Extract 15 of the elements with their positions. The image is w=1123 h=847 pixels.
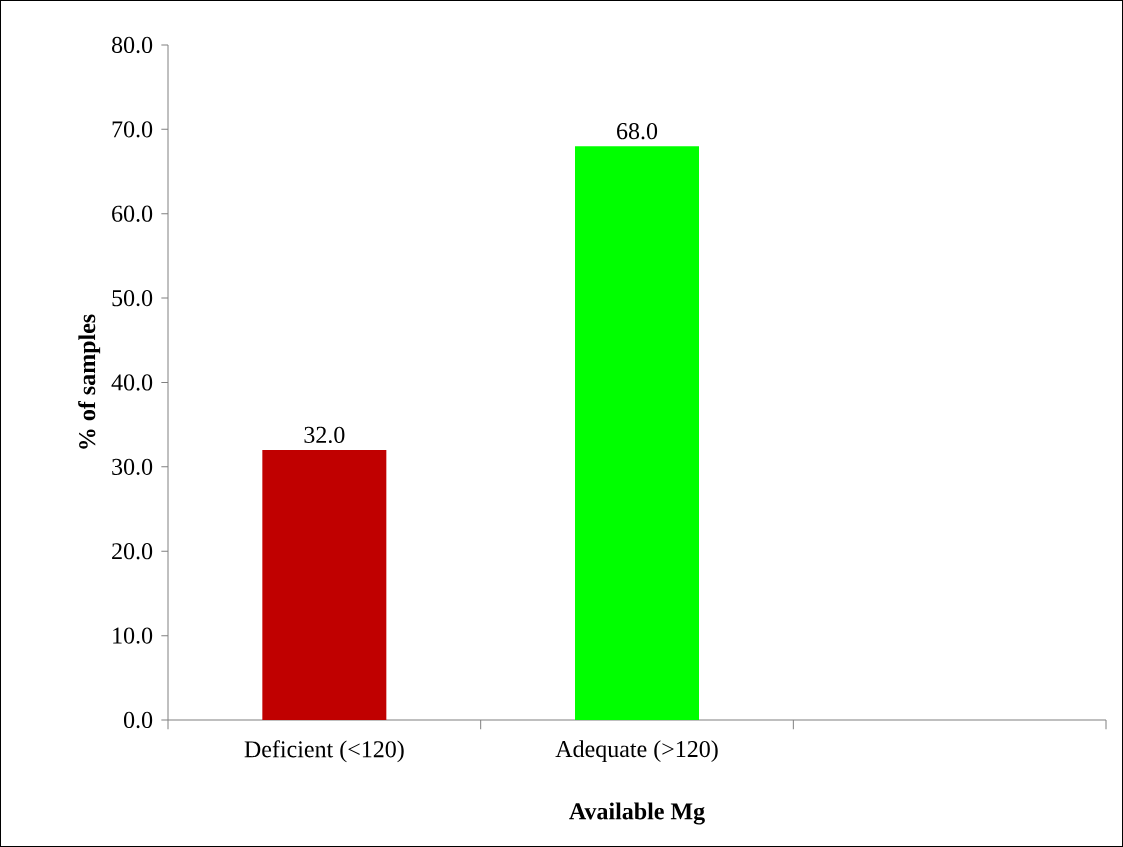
x-axis-title: Available Mg (569, 802, 705, 825)
y-axis-title: % of samples (78, 314, 101, 449)
y-tick-label: 60.0 (112, 205, 153, 222)
y-tick-label: 80.0 (111, 36, 153, 54)
y-tick-label: 50.0 (112, 289, 153, 307)
y-tick-label: 30.0 (112, 458, 153, 476)
x-tick-label: Deficient (<120) (244, 740, 404, 763)
y-tick-label: 0.0 (123, 711, 153, 729)
y-tick-label: 40.0 (111, 374, 153, 391)
y-tick-label: 10.0 (113, 627, 153, 644)
y-tick-label: 70.0 (112, 121, 153, 138)
y-tick-label: 20.0 (112, 543, 153, 560)
data-label: 32.0 (304, 426, 345, 444)
data-label: 68.0 (617, 123, 658, 140)
x-tick-label: Adequate (>120) (555, 740, 718, 763)
